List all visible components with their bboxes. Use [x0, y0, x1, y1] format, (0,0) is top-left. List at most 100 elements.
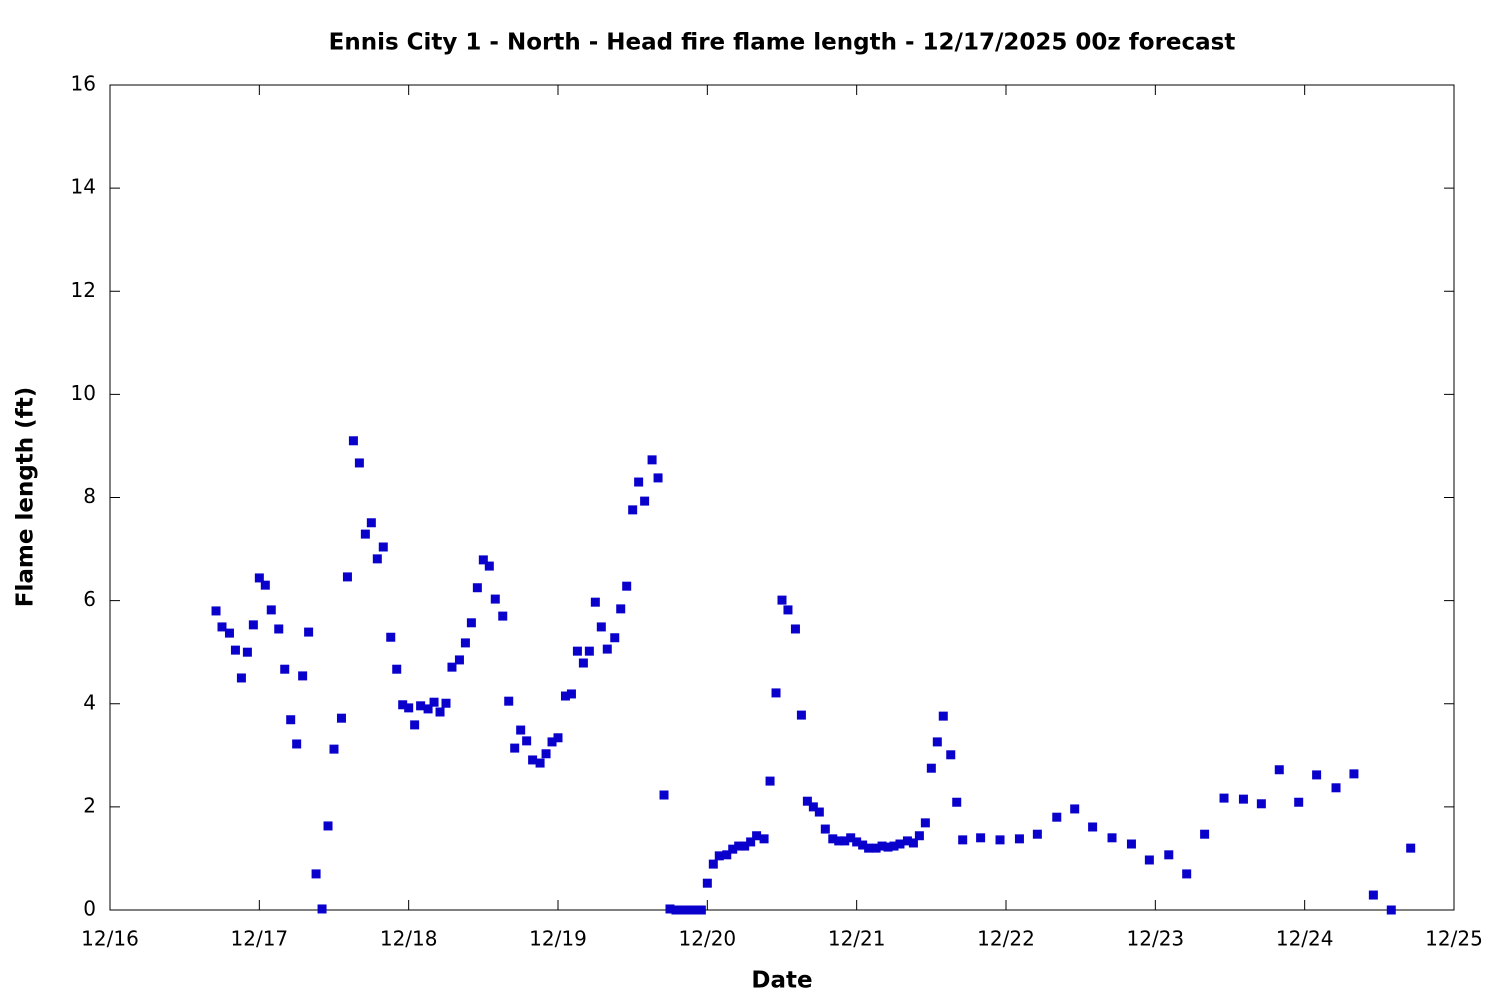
point — [360, 529, 370, 539]
point — [728, 844, 738, 854]
point — [1088, 822, 1098, 832]
point — [323, 821, 333, 831]
point — [902, 836, 912, 846]
point — [490, 594, 500, 604]
point — [610, 633, 620, 643]
point — [1014, 834, 1024, 844]
point — [1219, 793, 1229, 803]
point — [372, 554, 382, 564]
point — [416, 701, 426, 711]
point — [759, 834, 769, 844]
point — [280, 664, 290, 674]
point — [274, 624, 284, 634]
point — [342, 572, 352, 582]
point — [920, 818, 930, 828]
point — [354, 458, 364, 468]
point — [946, 750, 956, 760]
point — [329, 744, 339, 754]
point — [366, 518, 376, 528]
point — [734, 841, 744, 851]
point — [317, 904, 327, 914]
point — [708, 859, 718, 869]
point — [404, 703, 414, 713]
point — [602, 644, 612, 654]
point — [535, 758, 545, 768]
point — [572, 646, 582, 656]
point — [852, 837, 862, 847]
point — [466, 618, 476, 628]
point — [908, 838, 918, 848]
point — [1070, 804, 1080, 814]
point — [702, 878, 712, 888]
point — [510, 743, 520, 753]
x-tick-label: 12/25 — [1425, 927, 1483, 951]
point — [211, 606, 221, 616]
point — [410, 720, 420, 730]
point — [914, 831, 924, 841]
y-tick-label: 4 — [83, 690, 96, 714]
point — [1182, 869, 1192, 879]
y-tick-label: 2 — [83, 793, 96, 817]
point — [1386, 905, 1396, 915]
x-tick-label: 12/20 — [679, 927, 737, 951]
point — [783, 605, 793, 615]
point — [690, 905, 700, 915]
point — [1294, 797, 1304, 807]
point — [266, 605, 276, 615]
point — [590, 597, 600, 607]
point — [484, 561, 494, 571]
point — [696, 905, 706, 915]
chart-title: Ennis City 1 - North - Head fire flame l… — [329, 30, 1236, 56]
point — [877, 841, 887, 851]
point — [578, 658, 588, 668]
x-tick-label: 12/16 — [81, 927, 139, 951]
point — [1032, 829, 1042, 839]
point — [714, 851, 724, 861]
x-tick-label: 12/22 — [977, 927, 1035, 951]
point — [217, 622, 227, 632]
point — [796, 710, 806, 720]
point — [435, 707, 445, 717]
point — [584, 646, 594, 656]
point — [889, 841, 899, 851]
point — [790, 624, 800, 634]
point — [242, 647, 252, 657]
point — [746, 837, 756, 847]
point — [286, 715, 296, 725]
y-tick-label: 0 — [83, 897, 96, 921]
point — [671, 905, 681, 915]
point — [634, 477, 644, 487]
point — [254, 573, 264, 583]
y-tick-label: 14 — [71, 175, 96, 199]
x-tick-label: 12/24 — [1276, 927, 1334, 951]
y-tick-label: 6 — [83, 587, 96, 611]
point — [498, 611, 508, 621]
point — [1238, 794, 1248, 804]
point — [640, 496, 650, 506]
point — [765, 776, 775, 786]
point — [653, 473, 663, 483]
point — [566, 689, 576, 699]
point — [976, 833, 986, 843]
point — [777, 595, 787, 605]
point — [820, 824, 830, 834]
point — [472, 583, 482, 593]
point — [1126, 839, 1136, 849]
x-tick-label: 12/23 — [1127, 927, 1185, 951]
point — [840, 836, 850, 846]
point — [522, 736, 532, 746]
y-axis-title: Flame length (ft) — [13, 387, 39, 607]
point — [659, 790, 669, 800]
point — [292, 739, 302, 749]
point — [528, 755, 538, 765]
y-tick-label: 12 — [71, 278, 96, 302]
x-tick-label: 12/17 — [231, 927, 289, 951]
point — [1052, 812, 1062, 822]
point — [628, 505, 638, 515]
point — [834, 836, 844, 846]
point — [248, 620, 258, 630]
point — [814, 807, 824, 817]
point — [504, 696, 514, 706]
point — [808, 802, 818, 812]
